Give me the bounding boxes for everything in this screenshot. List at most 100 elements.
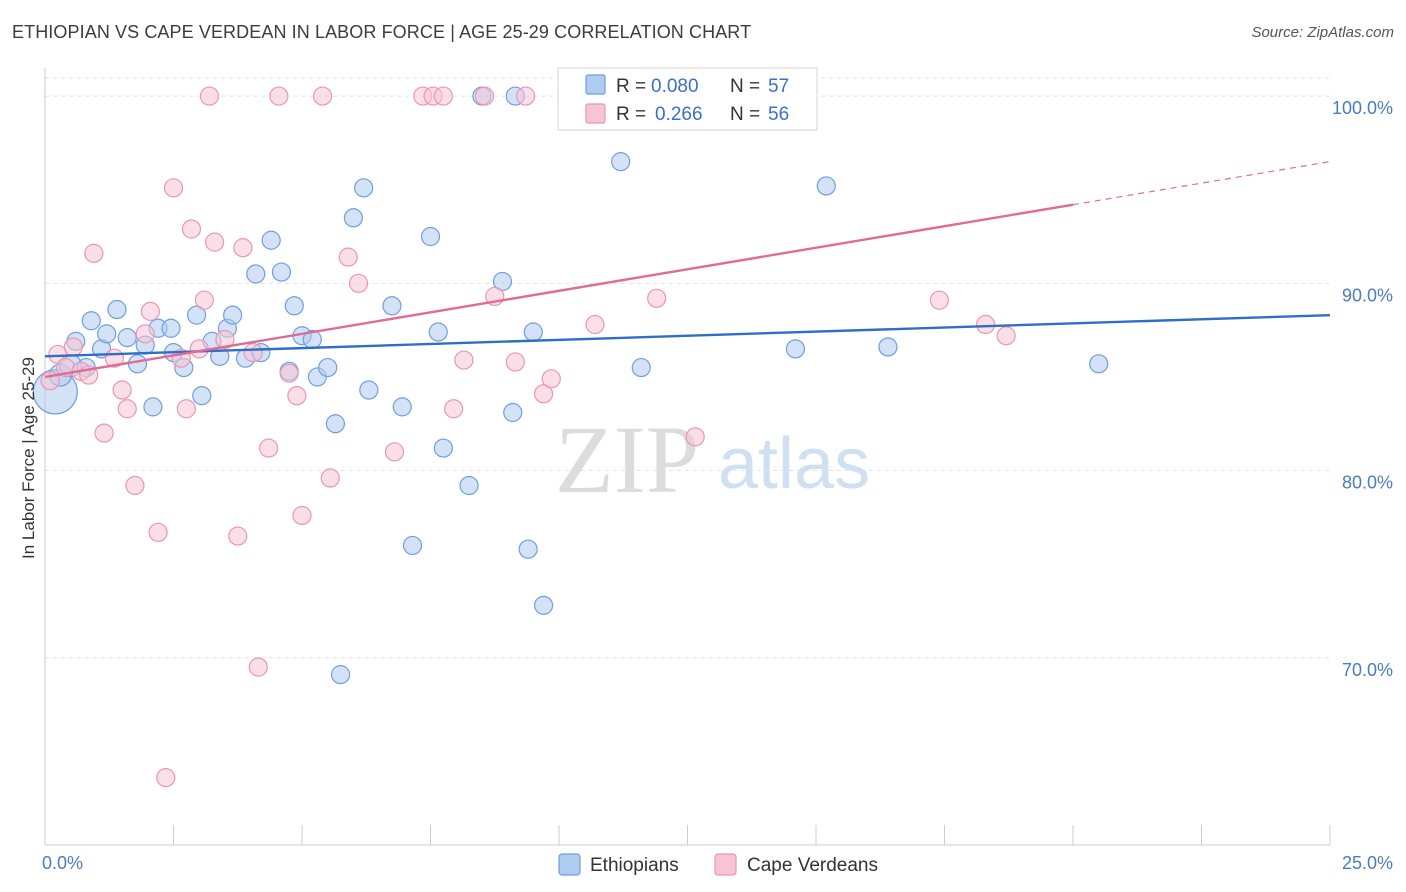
- data-point-cape-verdeans: [338, 247, 358, 267]
- data-point-cape-verdeans: [269, 86, 289, 106]
- data-point-ethiopians: [223, 305, 243, 325]
- data-point-ethiopians: [503, 402, 523, 423]
- data-point-cape-verdeans: [243, 342, 263, 363]
- legend-r-label-ethiopians: R =: [616, 76, 646, 97]
- data-point-ethiopians: [433, 438, 453, 458]
- y-tick-label: 100.0%: [1332, 98, 1393, 118]
- data-point-cape-verdeans: [976, 314, 996, 335]
- trend-line-cape-verdeans: [44, 203, 1074, 379]
- y-tick-label: 80.0%: [1342, 473, 1393, 493]
- data-point-ethiopians: [523, 322, 543, 342]
- data-point-ethiopians: [143, 397, 163, 417]
- data-point-ethiopians: [816, 176, 836, 196]
- data-point-cape-verdeans: [929, 290, 949, 310]
- data-point-cape-verdeans: [541, 369, 561, 389]
- data-point-cape-verdeans: [996, 326, 1016, 346]
- data-point-cape-verdeans: [199, 86, 220, 106]
- trend-line-ethiopians: [44, 313, 1331, 358]
- data-point-cape-verdeans: [505, 352, 525, 372]
- series-ethiopians-points: [32, 86, 1109, 685]
- y-axis-title: In Labor Force | Age 25-29: [19, 357, 38, 559]
- data-point-ethiopians: [192, 386, 212, 406]
- data-point-cape-verdeans: [181, 219, 202, 239]
- data-point-cape-verdeans: [233, 238, 253, 258]
- data-point-cape-verdeans: [279, 363, 299, 383]
- x-tick-label-max: 25.0%: [1342, 853, 1393, 873]
- data-point-cape-verdeans: [117, 399, 137, 419]
- data-point-cape-verdeans: [94, 423, 114, 443]
- axes: [44, 68, 1331, 846]
- data-point-ethiopians: [261, 230, 281, 250]
- data-point-ethiopians: [354, 178, 374, 198]
- data-point-ethiopians: [402, 535, 423, 556]
- y-tick-labels: 70.0% 80.0% 90.0% 100.0%: [1332, 98, 1393, 680]
- data-point-cape-verdeans: [454, 350, 474, 370]
- data-point-cape-verdeans: [433, 86, 453, 106]
- data-point-ethiopians: [459, 475, 479, 496]
- y-tick-label: 90.0%: [1342, 285, 1393, 305]
- data-point-ethiopians: [492, 271, 513, 292]
- data-point-ethiopians: [1089, 354, 1109, 374]
- data-point-cape-verdeans: [515, 86, 536, 106]
- data-point-cape-verdeans: [685, 427, 705, 447]
- data-point-ethiopians: [343, 208, 363, 228]
- x-tick-label-min: 0.0%: [42, 853, 83, 873]
- data-point-ethiopians: [117, 328, 137, 348]
- data-point-ethiopians: [97, 324, 117, 344]
- data-point-cape-verdeans: [194, 290, 214, 310]
- data-point-ethiopians: [107, 299, 127, 320]
- data-point-ethiopians: [330, 665, 351, 685]
- data-point-cape-verdeans: [474, 86, 495, 106]
- chart-title: ETHIOPIAN VS CAPE VERDEAN IN LABOR FORCE…: [12, 22, 752, 42]
- legend-r-value-cape-verdeans: 0.266: [655, 104, 703, 125]
- series-legend-swatch-cape-verdeans: [714, 853, 737, 876]
- series-legend-label-ethiopians: Ethiopians: [590, 855, 679, 876]
- grid-lines: [45, 77, 1330, 659]
- data-point-cape-verdeans: [205, 232, 225, 252]
- data-point-cape-verdeans: [647, 288, 667, 308]
- data-point-ethiopians: [246, 264, 266, 284]
- correlation-legend: R = 0.080 N = 57 R = 0.266 N = 56: [557, 67, 818, 131]
- legend-n-label-ethiopians: N =: [730, 76, 760, 97]
- trend-line-cape-verdeans-extension: [1072, 161, 1331, 206]
- data-point-ethiopians: [161, 318, 181, 338]
- series-legend-label-cape-verdeans: Cape Verdeans: [747, 855, 878, 876]
- data-point-ethiopians: [318, 357, 338, 378]
- data-point-ethiopians: [81, 311, 101, 331]
- data-point-cape-verdeans: [258, 438, 279, 458]
- data-point-cape-verdeans: [248, 657, 268, 677]
- data-point-cape-verdeans: [125, 475, 145, 496]
- legend-r-label-cape-verdeans: R =: [616, 104, 646, 125]
- legend-n-value-cape-verdeans: 56: [768, 104, 789, 125]
- data-point-cape-verdeans: [163, 178, 184, 198]
- data-point-cape-verdeans: [140, 301, 160, 321]
- data-point-cape-verdeans: [228, 526, 248, 546]
- data-point-cape-verdeans: [156, 767, 176, 788]
- series-legend-swatch-ethiopians: [558, 853, 581, 876]
- data-point-ethiopians: [785, 339, 806, 359]
- data-point-ethiopians: [420, 226, 441, 247]
- data-point-cape-verdeans: [176, 399, 196, 419]
- data-point-ethiopians: [631, 357, 651, 378]
- data-point-cape-verdeans: [148, 522, 168, 542]
- data-point-ethiopians: [392, 397, 412, 417]
- data-point-ethiopians: [382, 296, 402, 316]
- data-point-ethiopians: [325, 414, 346, 434]
- data-point-cape-verdeans: [348, 273, 369, 293]
- data-point-ethiopians: [271, 262, 292, 282]
- data-point-cape-verdeans: [585, 314, 605, 335]
- legend-swatch-cape-verdeans: [585, 103, 606, 124]
- y-tick-label: 70.0%: [1342, 660, 1393, 680]
- data-point-cape-verdeans: [63, 337, 83, 357]
- data-point-cape-verdeans: [84, 243, 104, 263]
- data-point-ethiopians: [533, 595, 554, 615]
- data-point-ethiopians: [127, 354, 148, 374]
- data-point-ethiopians: [518, 539, 538, 559]
- data-point-ethiopians: [284, 296, 304, 316]
- data-point-cape-verdeans: [292, 505, 312, 526]
- series-legend: Ethiopians Cape Verdeans: [558, 853, 878, 876]
- data-point-cape-verdeans: [112, 380, 132, 400]
- data-point-ethiopians: [359, 380, 379, 400]
- watermark-zip: ZIP: [555, 406, 699, 513]
